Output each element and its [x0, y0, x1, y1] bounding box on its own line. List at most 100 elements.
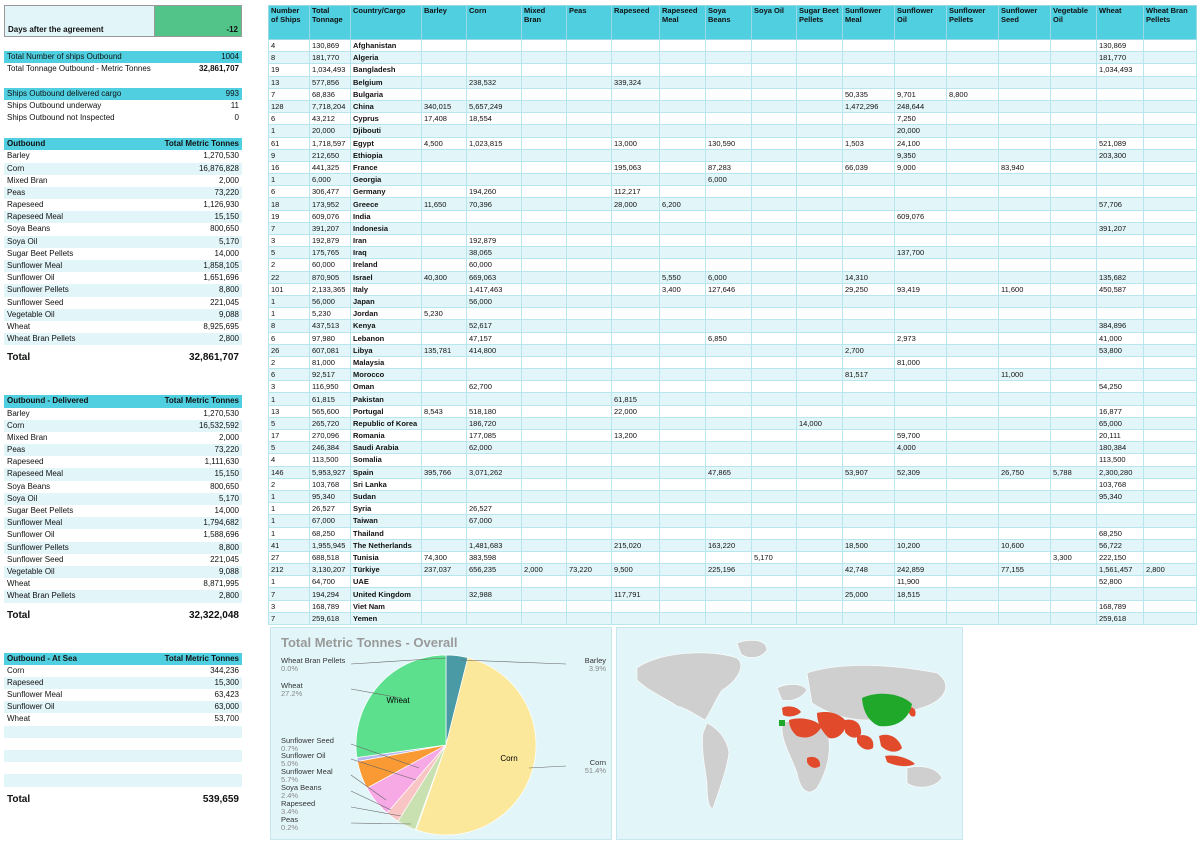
legend-label: Soya Beans	[281, 783, 322, 792]
table-cell	[1050, 428, 1097, 443]
table-cell	[421, 453, 467, 467]
table-row: 1 56,000 Japan 56,000	[268, 294, 1197, 309]
table-cell	[1143, 148, 1197, 162]
cargo-tonnage: 5,170	[218, 493, 239, 503]
table-cell	[796, 233, 843, 248]
table-cell	[705, 209, 752, 223]
table-cell: 2,300,280	[1096, 465, 1144, 479]
table-cell	[421, 160, 467, 175]
cargo-name: Sunflower Seed	[7, 297, 64, 307]
legend-percent: 5.7%	[281, 775, 298, 784]
summary-label: Ships Outbound not Inspected	[7, 112, 115, 122]
table-cell: 28,000	[611, 197, 660, 211]
table-cell	[521, 343, 567, 357]
table-row: 1 61,815 Pakistan 61,815	[268, 392, 1197, 406]
table-cell	[466, 160, 522, 175]
table-cell	[521, 87, 567, 101]
table-cell	[796, 75, 843, 89]
table-cell: 3	[268, 380, 310, 394]
table-cell	[521, 514, 567, 528]
table-cell	[842, 307, 895, 321]
legend-leader-line	[350, 774, 387, 801]
table-cell: Israel	[350, 270, 422, 284]
table-cell	[521, 246, 567, 260]
table-cell: 1	[268, 489, 310, 504]
cargo-name: Mixed Bran	[7, 175, 48, 185]
table-header-row: Number of Ships Total Tonnage Country/Carg…	[268, 5, 1197, 40]
table-cell	[796, 38, 843, 53]
table-cell	[751, 611, 797, 626]
table-cell	[1096, 514, 1144, 528]
table-cell: 414,800	[466, 343, 522, 357]
table-cell	[566, 380, 612, 394]
summary-row: Total Number of ships Outbound 1004	[4, 51, 242, 64]
table-cell	[1050, 611, 1097, 626]
table-cell	[659, 587, 706, 601]
table-cell	[894, 38, 947, 53]
table-cell	[466, 307, 522, 321]
cargo-name: Sugar Beet Pellets	[7, 506, 74, 515]
list-item: Vegetable Oil 9,088	[4, 565, 242, 579]
legend-label: Peas	[281, 815, 298, 824]
table-cell: 18,515	[894, 587, 947, 601]
table-cell	[566, 282, 612, 296]
table-cell	[611, 477, 660, 491]
legend-label: Barley	[585, 656, 607, 665]
table-cell: Romania	[350, 428, 422, 443]
table-cell: Ethiopia	[350, 148, 422, 162]
table-cell	[998, 99, 1051, 114]
table-cell	[842, 404, 895, 418]
table-cell	[751, 38, 797, 53]
table-cell	[705, 502, 752, 516]
cargo-tonnage: 1,794,682	[203, 518, 239, 528]
table-row: 2 60,000 Ireland 60,000	[268, 258, 1197, 272]
column-header: Barley	[421, 5, 467, 40]
table-cell	[421, 331, 467, 345]
table-row: 6 97,980 Lebanon 47,157 6,850 2,973 41,000	[268, 331, 1197, 345]
column-header: Number of Ships	[268, 5, 310, 40]
legend-leader-line	[350, 758, 417, 781]
table-cell	[946, 63, 999, 77]
table-cell	[611, 502, 660, 516]
table-cell: Spain	[350, 465, 422, 479]
atsea-header: Outbound - At Sea Total Metric Tonnes	[4, 652, 242, 665]
summary-row: Ships Outbound delivered cargo 993	[4, 87, 242, 100]
summary-label: Total Tonnage Outbound - Metric Tonnes	[7, 64, 151, 74]
list-item	[4, 762, 242, 774]
legend-leader-line	[350, 822, 412, 825]
table-cell	[705, 197, 752, 211]
table-cell	[566, 185, 612, 199]
table-cell: 2	[268, 355, 310, 370]
table-cell	[521, 197, 567, 211]
summary-value: 11	[230, 100, 239, 110]
table-cell	[521, 428, 567, 443]
table-cell	[611, 331, 660, 345]
cargo-tonnage: 63,423	[214, 690, 239, 700]
table-cell	[659, 136, 706, 150]
table-row: 19 1,034,493 Bangladesh 1,034,493	[268, 63, 1197, 77]
table-cell	[751, 599, 797, 613]
cargo-name: Sunflower Oil	[7, 530, 55, 540]
table-cell	[611, 319, 660, 333]
table-cell	[659, 124, 706, 138]
table-cell: Belgium	[350, 75, 422, 89]
table-cell: Syria	[350, 502, 422, 516]
table-cell: 5,550	[659, 270, 706, 284]
atsea-header-value: Total Metric Tonnes	[164, 653, 239, 663]
table-cell	[946, 51, 999, 65]
table-cell	[521, 38, 567, 53]
column-header: Wheat	[1096, 5, 1144, 40]
list-item: Rapeseed Meal 15,150	[4, 468, 242, 481]
table-cell	[611, 124, 660, 138]
table-cell	[421, 148, 467, 162]
table-cell	[705, 233, 752, 248]
table-cell: 6,000	[705, 173, 752, 187]
table-cell	[1050, 441, 1097, 455]
summary-value: 1004	[221, 52, 239, 61]
table-cell	[998, 575, 1051, 589]
table-cell	[705, 112, 752, 126]
table-cell: 192,879	[466, 233, 522, 248]
table-cell	[659, 489, 706, 504]
table-cell	[521, 307, 567, 321]
cargo-tonnage: 800,650	[210, 224, 239, 234]
